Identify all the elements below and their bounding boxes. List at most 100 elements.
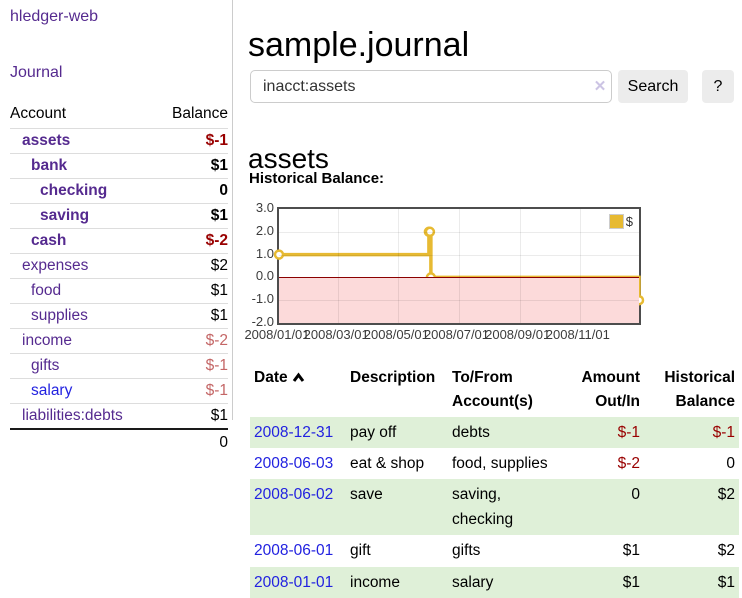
sort-ascending-icon <box>292 366 305 390</box>
account-row: assets $-1 <box>10 128 228 153</box>
transaction-accounts: debts <box>448 417 572 448</box>
account-balance: $-1 <box>206 354 228 378</box>
search-button[interactable]: Search <box>618 70 688 103</box>
account-balance: $1 <box>211 154 228 178</box>
account-row: expenses $2 <box>10 253 228 278</box>
register-row: 2008-06-02 save saving, checking 0 $2 <box>250 479 739 535</box>
search-input[interactable] <box>250 70 612 103</box>
account-link-income[interactable]: income <box>10 329 72 353</box>
transaction-amount: $-1 <box>572 417 644 448</box>
account-link-liabilities-debts[interactable]: liabilities:debts <box>10 404 123 428</box>
account-link-bank[interactable]: bank <box>10 154 67 178</box>
chart-zero-line <box>279 277 639 278</box>
account-balance: $-1 <box>206 379 228 403</box>
legend-label: $ <box>626 214 633 229</box>
transaction-date-link[interactable]: 2008-12-31 <box>254 424 333 441</box>
x-axis-tick-label: 2008/11/01 <box>543 327 613 342</box>
transaction-accounts: food, supplies <box>448 448 572 479</box>
account-row: cash $-2 <box>10 228 228 253</box>
account-balance: $-1 <box>206 129 228 153</box>
sidebar: hledger-web Journal Account Balance asse… <box>0 0 233 420</box>
register-header-row: Date Description To/From Account(s) Amou… <box>250 362 739 417</box>
account-balance: 0 <box>219 179 228 203</box>
transaction-accounts: gifts <box>448 535 572 566</box>
balance-column-header: Balance <box>172 100 228 128</box>
y-axis-tick-label: 1.0 <box>250 246 274 262</box>
chart-legend: $ <box>607 213 635 230</box>
account-balance: $-2 <box>206 329 228 353</box>
account-balance: $1 <box>211 304 228 328</box>
account-row: saving $1 <box>10 203 228 228</box>
y-axis-tick-label: 3.0 <box>250 200 274 216</box>
clear-search-icon[interactable]: ✕ <box>590 70 610 103</box>
account-table-header: Account Balance <box>10 100 228 128</box>
transaction-description: eat & shop <box>346 448 448 479</box>
account-balance: $1 <box>211 404 228 428</box>
transaction-date-link[interactable]: 2008-01-01 <box>254 574 333 591</box>
account-row: liabilities:debts $1 <box>10 403 228 428</box>
account-link-saving[interactable]: saving <box>10 204 89 228</box>
legend-swatch <box>609 214 624 229</box>
account-row: checking 0 <box>10 178 228 203</box>
description-column-header: Description <box>346 362 448 417</box>
chart-gridline <box>459 209 460 323</box>
account-balance-table: Account Balance assets $-1 bank $1 check… <box>10 100 228 456</box>
page-title: sample.journal <box>248 23 469 67</box>
transaction-date-link[interactable]: 2008-06-03 <box>254 455 333 472</box>
account-link-food[interactable]: food <box>10 279 61 303</box>
chart-gridline <box>338 209 339 323</box>
account-balance: $1 <box>211 204 228 228</box>
transaction-description: income <box>346 567 448 598</box>
chart-gridline <box>520 209 521 323</box>
amount-column-header: Amount Out/In <box>572 362 644 417</box>
account-link-cash[interactable]: cash <box>10 229 66 253</box>
chart-gridline <box>580 209 581 323</box>
help-button[interactable]: ? <box>702 70 734 103</box>
transaction-amount: $-2 <box>572 448 644 479</box>
account-row: gifts $-1 <box>10 353 228 378</box>
account-row: supplies $1 <box>10 303 228 328</box>
register-row: 2008-06-01 gift gifts $1 $2 <box>250 535 739 566</box>
account-link-assets[interactable]: assets <box>10 129 70 153</box>
transaction-balance: $1 <box>644 567 739 598</box>
transaction-balance: $2 <box>644 535 739 566</box>
transaction-description: pay off <box>346 417 448 448</box>
account-link-supplies[interactable]: supplies <box>10 304 88 328</box>
account-link-expenses[interactable]: expenses <box>10 254 88 278</box>
register-table: Date Description To/From Account(s) Amou… <box>250 362 739 598</box>
y-axis-tick-label: 0.0 <box>250 268 274 284</box>
account-balance: $1 <box>211 279 228 303</box>
account-row: food $1 <box>10 278 228 303</box>
y-axis-tick-label: 2.0 <box>250 223 274 239</box>
account-balance: $2 <box>211 254 228 278</box>
register-row: 2008-12-31 pay off debts $-1 $-1 <box>250 417 739 448</box>
account-row: income $-2 <box>10 328 228 353</box>
transaction-date-link[interactable]: 2008-06-02 <box>254 486 333 503</box>
account-link-checking[interactable]: checking <box>10 179 107 203</box>
chart-plot: $ <box>277 207 641 325</box>
transaction-accounts: saving, checking <box>448 479 572 535</box>
historical-balance-chart: $ 3.02.01.00.0-1.0-2.02008/01/012008/03/… <box>250 200 642 346</box>
account-balance: $-2 <box>206 229 228 253</box>
transaction-description: gift <box>346 535 448 566</box>
chart-gridline <box>398 209 399 323</box>
transaction-accounts: salary <box>448 567 572 598</box>
transaction-balance: $2 <box>644 479 739 535</box>
accounts-total: 0 <box>10 428 228 456</box>
transaction-date-link[interactable]: 2008-06-01 <box>254 542 333 559</box>
account-column-header: Account <box>10 100 66 128</box>
date-column-header[interactable]: Date <box>250 362 346 417</box>
transaction-amount: $1 <box>572 535 644 566</box>
register-row: 2008-01-01 income salary $1 $1 <box>250 567 739 598</box>
sidebar-item-journal[interactable]: Journal <box>10 64 62 82</box>
tofrom-column-header: To/From Account(s) <box>448 362 572 417</box>
y-axis-tick-label: -1.0 <box>250 291 274 307</box>
account-link-gifts[interactable]: gifts <box>10 354 59 378</box>
app-title-link[interactable]: hledger-web <box>10 8 98 26</box>
transaction-balance: 0 <box>644 448 739 479</box>
account-row: salary $-1 <box>10 378 228 403</box>
transaction-description: save <box>346 479 448 535</box>
transaction-amount: 0 <box>572 479 644 535</box>
account-link-salary[interactable]: salary <box>10 379 72 403</box>
x-axis-tick-label: 2008/07/01 <box>422 327 492 342</box>
